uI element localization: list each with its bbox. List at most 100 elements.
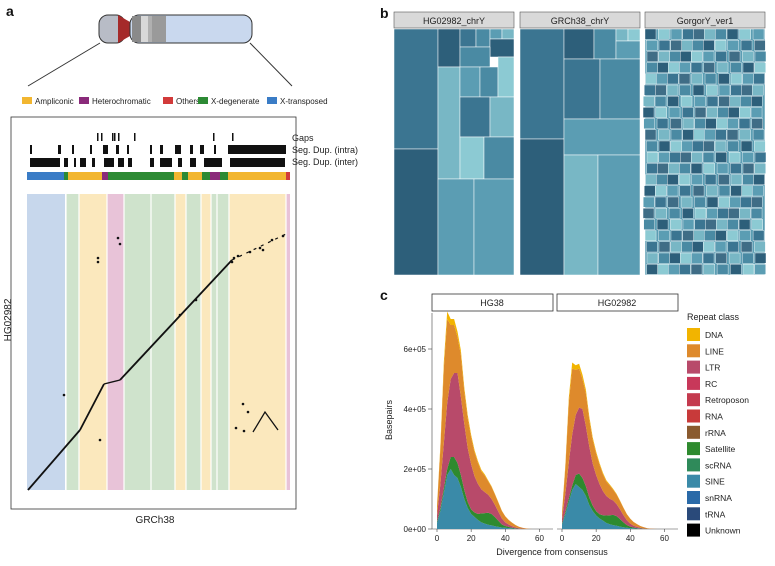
legend-swatch-rrna: [687, 425, 700, 439]
treemap-cell: [752, 185, 764, 197]
treemap-cell: [670, 230, 683, 242]
treemap-cell: [754, 252, 767, 264]
treemap-cell: [563, 154, 599, 276]
treemap-cell: [727, 241, 739, 253]
treemap-cell: [645, 174, 657, 186]
alignment-dot: [118, 242, 122, 246]
region-class-bar: [27, 172, 290, 180]
treemap-cell: [656, 174, 668, 186]
treemap-cell: [739, 28, 751, 40]
facet-label-hg02982: HG02982: [598, 298, 637, 308]
treemap-cell: [730, 174, 743, 186]
treemap-cell: [738, 118, 751, 129]
alignment-dot: [242, 429, 246, 433]
diagonal-segment: [27, 429, 81, 491]
treemap-cell: [691, 73, 703, 85]
legend-swatch-rna: [687, 409, 700, 423]
treemap-cell: [682, 207, 694, 219]
treemap-cell: [670, 40, 682, 51]
treemap-cell: [563, 28, 595, 60]
treemap-cell: [703, 163, 715, 174]
treemap-cell: [437, 178, 475, 276]
legend-label-ltr: LTR: [705, 363, 720, 373]
segdup-inter-mark: [204, 158, 222, 167]
treemap-cell: [682, 107, 694, 118]
treemap-cell: [754, 241, 766, 253]
segdup-inter-mark: [128, 158, 132, 167]
segdup-intra-mark: [228, 145, 286, 154]
treemap-cell: [702, 252, 715, 264]
area-hg02982-ltr: [562, 407, 658, 529]
alignment-dot: [234, 426, 238, 430]
treemap-cell: [718, 196, 730, 208]
legend-label-sine: SINE: [705, 477, 725, 487]
treemap-cell: [742, 62, 755, 73]
legend-label-snrna: snRNA: [705, 493, 732, 503]
treemap-cell: [682, 219, 695, 230]
legend-label-retroposon: Retroposon: [705, 395, 749, 405]
area-hg02982-satellite: [562, 473, 658, 529]
alignment-dot: [270, 238, 274, 242]
treemap-cell: [655, 84, 667, 96]
legend-swatch-ltr: [687, 360, 700, 374]
region-segment: [108, 172, 126, 180]
treemap-cell: [705, 118, 717, 129]
treemap-grch38: [519, 28, 641, 276]
treemap-cell: [690, 264, 703, 275]
treemap-cell: [742, 174, 754, 186]
treemap-cell: [717, 107, 729, 118]
segdup-intra-mark: [160, 145, 163, 154]
treemap-cell: [669, 151, 681, 163]
treemap-cell: [750, 207, 763, 219]
treemap-cell: [704, 174, 717, 186]
treemap-cell: [706, 107, 718, 118]
treemap-cell: [643, 118, 655, 129]
diagonal-segment: [231, 233, 287, 261]
treemap-cell: [690, 163, 703, 174]
treemap-cell: [657, 163, 669, 174]
alignment-dot: [116, 236, 120, 240]
track-label-segdup-inter: Seg. Dup. (inter): [292, 157, 358, 167]
treemap-cell: [668, 62, 680, 73]
region-segment: [68, 172, 80, 180]
treemap-cell: [692, 40, 704, 51]
treemap-cell: [679, 264, 691, 275]
treemap-cell: [706, 95, 719, 107]
treemap-cell: [644, 129, 657, 141]
x-axis-hg38: 0 20 40 60: [432, 528, 553, 543]
dotplot-xlabel: GRCh38: [136, 515, 175, 526]
alignment-dot: [194, 298, 198, 302]
facet-strip-hg38: [431, 293, 554, 312]
facet-label-hg38: HG38: [480, 298, 504, 308]
treemap-cell: [670, 219, 682, 230]
treemap-cell: [751, 219, 763, 230]
x-tick-label: 0: [435, 534, 440, 543]
gap-mark: [101, 133, 103, 141]
treemap-cell: [714, 40, 727, 51]
treemap-cell: [489, 38, 515, 58]
treemap-cell: [730, 62, 742, 73]
treemap-cell: [597, 154, 641, 276]
treemap-cell: [691, 252, 703, 264]
facet-strip-hg02982: [556, 293, 679, 312]
alignment-dot: [246, 410, 250, 414]
treemap-cell: [726, 28, 739, 40]
treemap-cell: [691, 174, 703, 186]
region-segment: [202, 172, 210, 180]
alignment-dot: [230, 260, 234, 264]
treemap-cell: [716, 163, 729, 174]
treemap-cell: [694, 219, 706, 230]
region-segment: [182, 172, 188, 180]
treemap-cell: [475, 28, 491, 48]
y-tick-label: 2e+05: [404, 465, 427, 474]
x-tick-label: 20: [467, 534, 476, 543]
treemap-cell: [646, 241, 658, 253]
treemap-cell: [658, 129, 670, 141]
treemap-cell: [704, 73, 717, 85]
legend-label-rrna: rRNA: [705, 428, 726, 438]
treemap-cell: [715, 252, 727, 264]
treemap-cell: [692, 241, 704, 253]
x-tick-label: 0: [560, 534, 565, 543]
treemap-cell: [437, 28, 461, 68]
treemap-cell: [753, 73, 765, 85]
